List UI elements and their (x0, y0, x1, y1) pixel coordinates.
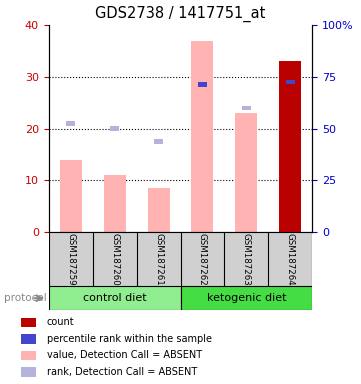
Bar (21, 351, 36, 360)
Text: rank, Detection Call = ABSENT: rank, Detection Call = ABSENT (47, 367, 197, 377)
Text: ketogenic diet: ketogenic diet (206, 293, 286, 303)
Bar (49, 286, 180, 310)
Bar (286, 79, 295, 84)
Bar (66, 121, 75, 126)
Text: percentile rank within the sample: percentile rank within the sample (47, 334, 212, 344)
Bar (180, 286, 312, 310)
Bar (21, 334, 36, 344)
Text: GSM187260: GSM187260 (110, 233, 119, 286)
Text: protocol: protocol (4, 293, 46, 303)
Bar (198, 82, 207, 87)
Text: GSM187259: GSM187259 (66, 233, 75, 286)
Bar (104, 175, 126, 232)
Bar (21, 367, 36, 377)
Bar (191, 40, 213, 232)
Bar (235, 113, 257, 232)
Title: GDS2738 / 1417751_at: GDS2738 / 1417751_at (95, 6, 266, 22)
Bar (110, 126, 119, 131)
Text: count: count (47, 317, 74, 328)
Bar (21, 318, 36, 327)
Bar (154, 139, 163, 144)
Bar (279, 61, 301, 232)
Text: value, Detection Call = ABSENT: value, Detection Call = ABSENT (47, 350, 202, 361)
Bar (60, 160, 82, 232)
Text: GSM187261: GSM187261 (154, 233, 163, 286)
Text: GSM187262: GSM187262 (198, 233, 207, 286)
Text: GSM187263: GSM187263 (242, 233, 251, 286)
Text: GSM187264: GSM187264 (286, 233, 295, 286)
Text: control diet: control diet (83, 293, 147, 303)
Bar (242, 106, 251, 110)
Bar (148, 188, 170, 232)
